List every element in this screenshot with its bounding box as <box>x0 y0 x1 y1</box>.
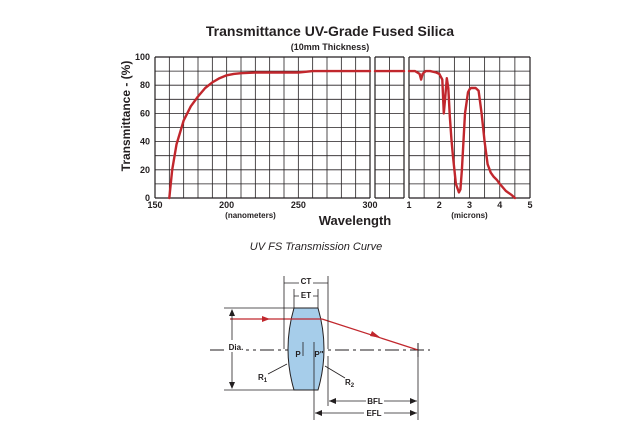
ct-label-bg <box>299 275 313 286</box>
bfl-label-bg <box>366 395 384 405</box>
r2-text: R <box>345 378 351 387</box>
ray-arrowhead-left <box>262 316 270 322</box>
y-tick-label: 20 <box>140 165 150 175</box>
bfl-arrow-left <box>329 398 336 404</box>
r1-label: R1 <box>258 373 268 384</box>
bfl-arrow-right <box>410 398 417 404</box>
efl-label-bg <box>364 407 384 417</box>
x-tick-label: 300 <box>362 200 377 210</box>
r2-subscript: 2 <box>351 383 355 389</box>
r1-subscript: 1 <box>264 378 268 384</box>
chart-panel-2 <box>373 56 406 199</box>
x-axis-label: Wavelength <box>319 213 392 228</box>
biconvex-lens <box>287 307 325 391</box>
r1-text: R <box>258 373 264 382</box>
efl-arrow-left <box>315 410 322 416</box>
transmission-chart: Transmittance UV-Grade Fused Silica (10m… <box>119 23 533 228</box>
dia-arrow-bottom <box>229 382 235 389</box>
lens-diagram: Dia. CT ET P P" R1 R2 BFL <box>210 275 430 420</box>
bfl-label: BFL <box>367 397 383 406</box>
x-unit-label: (microns) <box>451 211 488 220</box>
x-tick-label: 3 <box>467 200 472 210</box>
chart-panels: 150 200 250 300 (nanometers) 1 2 3 4 5 (microns) <box>147 56 533 220</box>
et-label: ET <box>301 291 311 300</box>
efl-label: EFL <box>366 409 381 418</box>
y-tick-label: 0 <box>145 193 150 203</box>
x-tick-label: 150 <box>147 200 162 210</box>
et-label-bg <box>299 289 313 300</box>
x-tick-label: 2 <box>437 200 442 210</box>
x-tick-label: 1 <box>406 200 411 210</box>
ct-label: CT <box>301 277 312 286</box>
transmittance-series-line <box>407 69 517 200</box>
r1-leader <box>267 363 288 375</box>
y-tick-label: 80 <box>140 80 150 90</box>
x-tick-label: 4 <box>497 200 502 210</box>
x-tick-label: 5 <box>527 200 532 210</box>
dia-label-bg <box>226 340 246 352</box>
p-label: P <box>295 350 301 359</box>
y-tick-label: 100 <box>135 52 150 62</box>
light-ray <box>230 316 419 351</box>
x-unit-label: (nanometers) <box>225 211 276 220</box>
x-tick-label: 200 <box>219 200 234 210</box>
chart-title: Transmittance UV-Grade Fused Silica <box>206 23 454 39</box>
y-tick-labels: 0 20 40 60 80 100 <box>135 52 150 203</box>
ray-outgoing <box>321 318 419 351</box>
efl-arrow-right <box>410 410 417 416</box>
dia-arrow-top <box>229 309 235 316</box>
chart-subtitle: (10mm Thickness) <box>291 42 370 52</box>
transmittance-series-line <box>168 69 372 200</box>
chart-panel-3: 1 2 3 4 5 (microns) <box>406 56 533 220</box>
y-axis-label: Transmittance - (%) <box>119 61 133 172</box>
dia-label: Dia. <box>229 343 244 352</box>
figure-caption: UV FS Transmission Curve <box>249 241 383 253</box>
chart-panel-1: 150 200 250 300 (nanometers) <box>147 56 378 220</box>
ray-arrowhead-right <box>370 331 381 338</box>
r2-label: R2 <box>345 378 355 389</box>
x-tick-label: 250 <box>291 200 306 210</box>
y-tick-label: 40 <box>140 137 150 147</box>
p-prime-label: P" <box>314 350 323 359</box>
y-tick-label: 60 <box>140 108 150 118</box>
